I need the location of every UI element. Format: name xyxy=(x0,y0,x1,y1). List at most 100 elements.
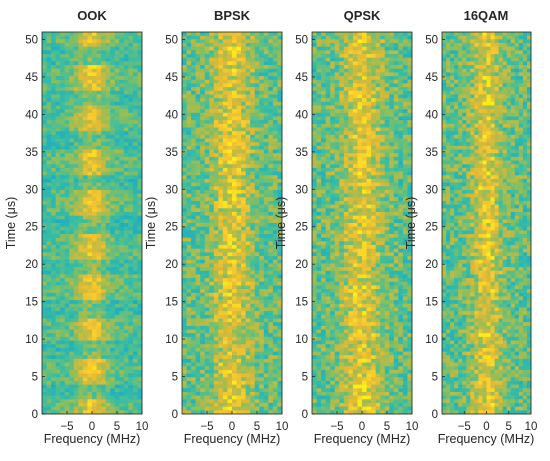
heatmap-cell xyxy=(250,241,256,246)
heatmap-cell xyxy=(55,226,61,231)
heatmap-cell xyxy=(132,186,138,191)
heatmap-cell xyxy=(55,406,61,411)
heatmap-cell xyxy=(227,171,233,176)
heatmap-cell xyxy=(119,237,125,242)
heatmap-cell xyxy=(352,83,358,88)
heatmap-cell xyxy=(250,234,256,239)
heatmap-cell xyxy=(236,388,242,393)
heatmap-cell xyxy=(64,142,70,147)
heatmap-cell xyxy=(241,189,247,195)
heatmap-cell xyxy=(114,79,120,84)
heatmap-cell xyxy=(123,325,129,330)
heatmap-cell xyxy=(101,314,107,319)
heatmap-cell xyxy=(232,123,237,128)
heatmap-cell xyxy=(272,296,278,301)
heatmap-cell xyxy=(195,358,201,363)
heatmap-cell xyxy=(352,35,358,40)
heatmap-cell xyxy=(137,94,143,99)
heatmap-cell xyxy=(263,336,269,341)
heatmap-cell xyxy=(277,303,283,308)
heatmap-cell xyxy=(277,369,283,374)
heatmap-cell xyxy=(384,72,390,77)
heatmap-cell xyxy=(92,336,97,341)
heatmap-cell xyxy=(330,43,336,48)
heatmap-cell xyxy=(128,329,134,334)
heatmap-cell xyxy=(209,32,215,37)
heatmap-cell xyxy=(55,61,61,66)
heatmap-cell xyxy=(200,267,206,272)
heatmap-cell xyxy=(259,178,265,183)
heatmap-cell xyxy=(105,204,111,209)
heatmap-cell xyxy=(254,292,260,297)
heatmap-cell xyxy=(82,112,88,117)
heatmap-cell xyxy=(272,347,278,352)
heatmap-cell xyxy=(46,164,52,169)
heatmap-cell xyxy=(132,347,138,352)
heatmap-cell xyxy=(82,300,88,305)
heatmap-cell xyxy=(114,278,120,283)
heatmap-cell xyxy=(250,300,256,305)
heatmap-cell xyxy=(245,292,251,297)
heatmap-cell xyxy=(73,153,79,158)
heatmap-cell xyxy=(123,46,129,51)
heatmap-cell xyxy=(232,90,237,95)
heatmap-cell xyxy=(55,351,61,356)
heatmap-cell xyxy=(132,46,138,51)
heatmap-cell xyxy=(114,380,120,386)
heatmap-cell xyxy=(105,65,111,70)
heatmap-cell xyxy=(268,248,274,253)
heatmap-cell xyxy=(236,68,242,73)
heatmap-cell xyxy=(272,245,278,250)
heatmap-cell xyxy=(245,259,251,264)
heatmap-cell xyxy=(254,186,260,191)
heatmap-cell xyxy=(186,193,192,198)
heatmap-cell xyxy=(82,355,88,360)
heatmap-cell xyxy=(362,65,367,70)
heatmap-cell xyxy=(398,65,404,70)
heatmap-cell xyxy=(110,274,116,279)
heatmap-cell xyxy=(96,347,102,352)
heatmap-cell xyxy=(213,43,219,48)
heatmap-cell xyxy=(259,197,265,202)
heatmap-cell xyxy=(277,384,283,389)
heatmap-cell xyxy=(64,307,70,312)
heatmap-cell xyxy=(64,234,70,239)
heatmap-cell xyxy=(82,369,88,374)
heatmap-cell xyxy=(245,351,251,356)
heatmap-cell xyxy=(137,87,143,92)
heatmap-cell xyxy=(182,46,187,51)
heatmap-cell xyxy=(114,285,120,290)
heatmap-cell xyxy=(105,406,111,411)
heatmap-cell xyxy=(137,204,143,209)
heatmap-cell xyxy=(78,267,84,272)
heatmap-cell xyxy=(232,237,237,242)
heatmap-cell xyxy=(204,76,210,81)
heatmap-cell xyxy=(222,223,228,228)
heatmap-cell xyxy=(42,98,47,103)
heatmap-cell xyxy=(195,252,201,257)
heatmap-cell xyxy=(312,57,317,62)
heatmap-cell xyxy=(232,142,237,147)
heatmap-cell xyxy=(277,263,283,268)
heatmap-cell xyxy=(78,79,84,84)
heatmap-cell xyxy=(213,369,219,374)
heatmap-cell xyxy=(55,333,61,338)
heatmap-cell xyxy=(182,314,187,319)
heatmap-cell xyxy=(132,395,138,400)
heatmap-cell xyxy=(259,333,265,338)
heatmap-cell xyxy=(87,355,93,360)
heatmap-cell xyxy=(101,329,107,334)
heatmap-cell xyxy=(101,138,107,143)
heatmap-cell xyxy=(87,380,93,386)
heatmap-cell xyxy=(272,101,278,106)
heatmap-cell xyxy=(105,267,111,272)
heatmap-cell xyxy=(73,373,79,378)
heatmap-cell xyxy=(42,208,47,213)
heatmap-cell xyxy=(268,252,274,257)
heatmap-cell xyxy=(227,267,233,272)
heatmap-cell xyxy=(119,32,125,37)
heatmap-cell xyxy=(366,61,372,66)
heatmap-cell xyxy=(277,127,283,132)
heatmap-cell xyxy=(241,50,247,55)
